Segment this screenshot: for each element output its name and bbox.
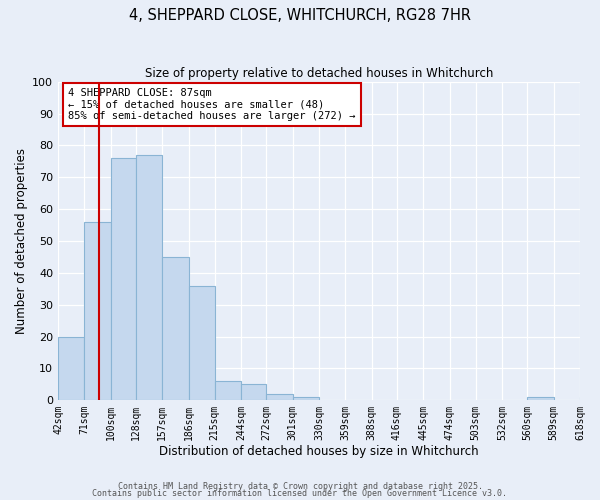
- X-axis label: Distribution of detached houses by size in Whitchurch: Distribution of detached houses by size …: [159, 444, 479, 458]
- Y-axis label: Number of detached properties: Number of detached properties: [15, 148, 28, 334]
- Bar: [527, 397, 554, 400]
- Text: 4, SHEPPARD CLOSE, WHITCHURCH, RG28 7HR: 4, SHEPPARD CLOSE, WHITCHURCH, RG28 7HR: [129, 8, 471, 22]
- Bar: [580, 397, 600, 400]
- Bar: [266, 394, 293, 400]
- Text: 4 SHEPPARD CLOSE: 87sqm
← 15% of detached houses are smaller (48)
85% of semi-de: 4 SHEPPARD CLOSE: 87sqm ← 15% of detache…: [68, 88, 356, 121]
- Title: Size of property relative to detached houses in Whitchurch: Size of property relative to detached ho…: [145, 68, 493, 80]
- Text: Contains HM Land Registry data © Crown copyright and database right 2025.: Contains HM Land Registry data © Crown c…: [118, 482, 482, 491]
- Bar: [162, 257, 188, 400]
- Bar: [215, 381, 241, 400]
- Bar: [110, 158, 136, 400]
- Bar: [293, 397, 319, 400]
- Text: Contains public sector information licensed under the Open Government Licence v3: Contains public sector information licen…: [92, 490, 508, 498]
- Bar: [241, 384, 266, 400]
- Bar: [85, 222, 110, 400]
- Bar: [58, 336, 85, 400]
- Bar: [136, 155, 162, 400]
- Bar: [188, 286, 215, 400]
